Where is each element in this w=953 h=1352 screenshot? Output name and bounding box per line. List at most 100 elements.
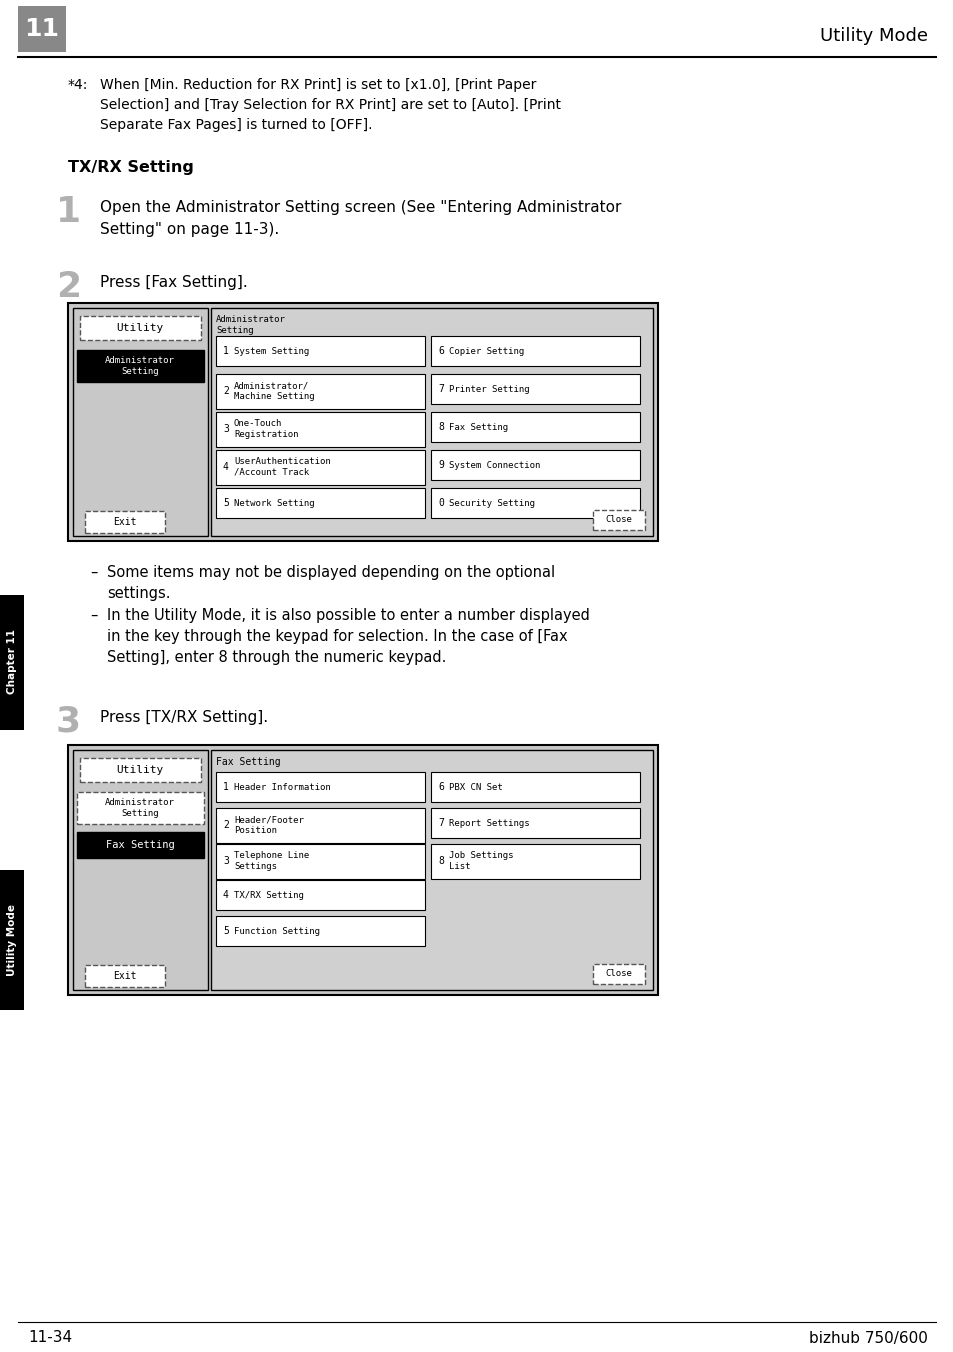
Bar xyxy=(211,750,652,990)
Text: 6: 6 xyxy=(437,346,443,356)
Text: One-Touch
Registration: One-Touch Registration xyxy=(233,419,298,438)
Bar xyxy=(431,488,639,518)
Text: Header Information: Header Information xyxy=(233,783,331,791)
Bar xyxy=(0,869,24,1010)
Text: 3: 3 xyxy=(56,704,81,740)
Text: Administrator/
Machine Setting: Administrator/ Machine Setting xyxy=(233,381,314,400)
Bar xyxy=(431,375,639,404)
Bar xyxy=(215,808,424,844)
Text: 8: 8 xyxy=(437,422,443,433)
Text: Some items may not be displayed depending on the optional
settings.: Some items may not be displayed dependin… xyxy=(107,565,555,602)
Bar xyxy=(431,844,639,879)
Text: 2: 2 xyxy=(223,821,229,830)
Bar xyxy=(215,917,424,946)
Text: Function Setting: Function Setting xyxy=(233,926,319,936)
Text: System Connection: System Connection xyxy=(449,461,539,469)
Text: 2: 2 xyxy=(56,270,81,304)
Bar xyxy=(0,595,24,730)
Text: Report Settings: Report Settings xyxy=(449,818,529,827)
Text: 11-34: 11-34 xyxy=(28,1330,72,1345)
Text: 11: 11 xyxy=(25,18,59,41)
Text: Fax Setting: Fax Setting xyxy=(449,422,508,431)
Bar xyxy=(215,844,424,879)
Bar xyxy=(77,831,204,859)
Text: Press [TX/RX Setting].: Press [TX/RX Setting]. xyxy=(100,710,268,725)
Bar xyxy=(80,316,201,339)
Text: Fax Setting: Fax Setting xyxy=(106,840,174,850)
Text: TX/RX Setting: TX/RX Setting xyxy=(68,160,193,174)
Text: 1: 1 xyxy=(56,195,81,228)
Text: Utility: Utility xyxy=(116,765,164,775)
Text: Open the Administrator Setting screen (See "Entering Administrator
Setting" on p: Open the Administrator Setting screen (S… xyxy=(100,200,620,237)
Text: System Setting: System Setting xyxy=(233,346,309,356)
Bar xyxy=(215,412,424,448)
Bar xyxy=(215,880,424,910)
Bar xyxy=(68,745,658,995)
Text: 7: 7 xyxy=(437,384,443,393)
Bar xyxy=(215,375,424,410)
Bar xyxy=(215,337,424,366)
Bar xyxy=(73,308,208,535)
Bar xyxy=(85,965,165,987)
Text: Copier Setting: Copier Setting xyxy=(449,346,524,356)
Text: In the Utility Mode, it is also possible to enter a number displayed
in the key : In the Utility Mode, it is also possible… xyxy=(107,608,589,665)
Text: When [Min. Reduction for RX Print] is set to [x1.0], [Print Paper
Selection] and: When [Min. Reduction for RX Print] is se… xyxy=(100,78,560,132)
Text: 9: 9 xyxy=(437,460,443,470)
Bar xyxy=(80,758,201,781)
Bar xyxy=(211,308,652,535)
Text: 1: 1 xyxy=(223,781,229,792)
Text: 8: 8 xyxy=(437,856,443,867)
Text: TX/RX Setting: TX/RX Setting xyxy=(233,891,304,899)
Bar xyxy=(77,350,204,383)
Bar xyxy=(431,450,639,480)
Text: 4: 4 xyxy=(223,462,229,472)
Text: Chapter 11: Chapter 11 xyxy=(7,630,17,695)
Bar xyxy=(593,510,644,530)
Text: Utility Mode: Utility Mode xyxy=(820,27,927,45)
Text: Setting: Setting xyxy=(215,326,253,335)
Text: 0: 0 xyxy=(437,498,443,508)
Bar xyxy=(18,5,66,51)
Text: Exit: Exit xyxy=(113,516,136,527)
Text: *4:: *4: xyxy=(68,78,89,92)
Bar xyxy=(215,772,424,802)
Bar xyxy=(85,511,165,533)
Text: Header/Footer
Position: Header/Footer Position xyxy=(233,815,304,834)
Text: Administrator
Setting: Administrator Setting xyxy=(105,798,174,818)
Bar xyxy=(215,450,424,485)
Text: Utility Mode: Utility Mode xyxy=(7,904,17,976)
Text: PBX CN Set: PBX CN Set xyxy=(449,783,502,791)
Bar xyxy=(431,808,639,838)
Text: 3: 3 xyxy=(223,425,229,434)
Text: –: – xyxy=(90,565,97,580)
Text: 2: 2 xyxy=(223,387,229,396)
Text: Fax Setting: Fax Setting xyxy=(215,757,280,767)
Text: 6: 6 xyxy=(437,781,443,792)
Bar xyxy=(431,337,639,366)
Text: Job Settings
List: Job Settings List xyxy=(449,852,513,871)
Bar xyxy=(68,303,658,541)
Text: Utility: Utility xyxy=(116,323,164,333)
Text: Close: Close xyxy=(605,969,632,979)
Text: UserAuthentication
/Account Track: UserAuthentication /Account Track xyxy=(233,457,331,477)
Text: Exit: Exit xyxy=(113,971,136,982)
Bar xyxy=(431,772,639,802)
Text: 4: 4 xyxy=(223,890,229,900)
Text: Security Setting: Security Setting xyxy=(449,499,535,507)
Text: bizhub 750/600: bizhub 750/600 xyxy=(808,1330,927,1345)
Bar xyxy=(593,964,644,984)
Text: Telephone Line
Settings: Telephone Line Settings xyxy=(233,852,309,871)
Text: Close: Close xyxy=(605,515,632,525)
Bar xyxy=(431,412,639,442)
Text: Administrator
Setting: Administrator Setting xyxy=(105,356,174,376)
Text: 5: 5 xyxy=(223,498,229,508)
Bar xyxy=(77,792,204,823)
Text: Network Setting: Network Setting xyxy=(233,499,314,507)
Bar xyxy=(73,750,208,990)
Bar xyxy=(215,488,424,518)
Text: –: – xyxy=(90,608,97,623)
Text: Press [Fax Setting].: Press [Fax Setting]. xyxy=(100,274,248,289)
Text: Administrator: Administrator xyxy=(215,315,286,324)
Text: 1: 1 xyxy=(223,346,229,356)
Text: 7: 7 xyxy=(437,818,443,827)
